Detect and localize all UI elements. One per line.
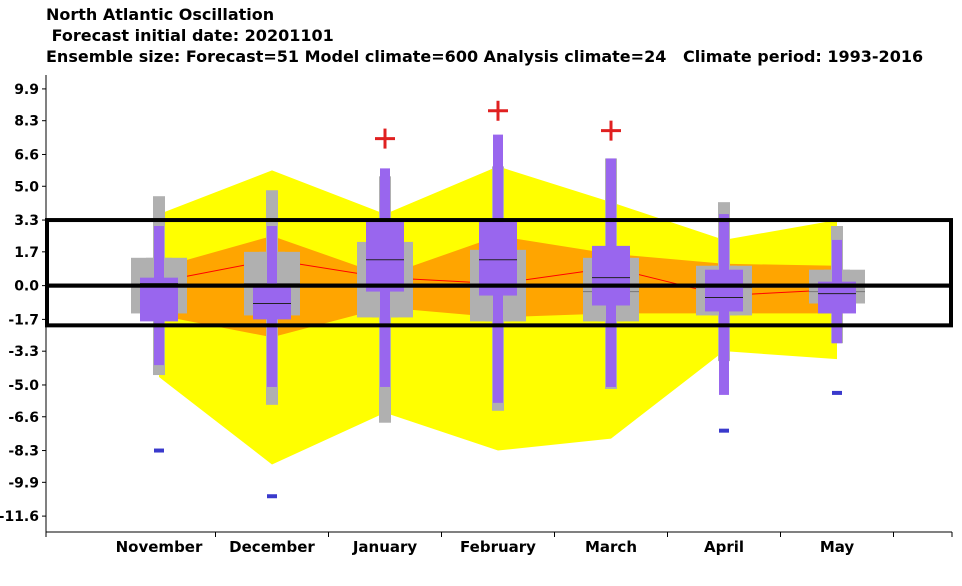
x-tick-label: January (352, 538, 418, 556)
highlight-frame (45, 283, 953, 328)
forecast-box (705, 269, 743, 312)
y-tick-label: 0.0 (14, 279, 39, 295)
analysis-min-marker (719, 428, 729, 433)
analysis-min-marker (267, 494, 277, 499)
y-tick-label: 5.0 (14, 179, 39, 195)
y-tick-label: -3.3 (8, 344, 39, 360)
chart-title: North Atlantic Oscillation (46, 5, 275, 24)
y-tick-label: -9.9 (8, 475, 39, 491)
analysis-min-marker (832, 390, 842, 395)
chart-subtitle-ensemble: Ensemble size: Forecast=51 Model climate… (46, 47, 924, 66)
analysis-min-marker (154, 448, 164, 453)
x-tick-label: February (460, 538, 536, 556)
x-tick-label: November (116, 538, 203, 556)
y-tick-label: 8.3 (14, 114, 39, 130)
forecast-box (592, 245, 630, 306)
chart-titles: North Atlantic Oscillation Forecast init… (46, 4, 923, 67)
y-tick-label: 3.3 (14, 213, 39, 229)
x-tick-label: December (229, 538, 315, 556)
forecast-box (253, 283, 291, 320)
x-tick-label: March (585, 538, 637, 556)
y-tick-label: 1.7 (14, 245, 39, 261)
chart-subtitle-forecast-date: Forecast initial date: 20201101 (46, 26, 334, 45)
x-tick-label: April (704, 538, 744, 556)
y-tick-label: -1.7 (8, 312, 39, 328)
y-tick-label: -6.6 (8, 410, 39, 426)
y-tick-label: -5.0 (8, 378, 39, 394)
y-tick-label: 6.6 (14, 147, 39, 163)
forecast-box (366, 222, 404, 292)
x-tick-label: May (820, 538, 855, 556)
forecast-box (479, 222, 517, 296)
y-tick-label: -11.6 (0, 509, 39, 525)
y-tick-label: 9.9 (14, 82, 39, 98)
y-tick-label: -8.3 (8, 444, 39, 460)
